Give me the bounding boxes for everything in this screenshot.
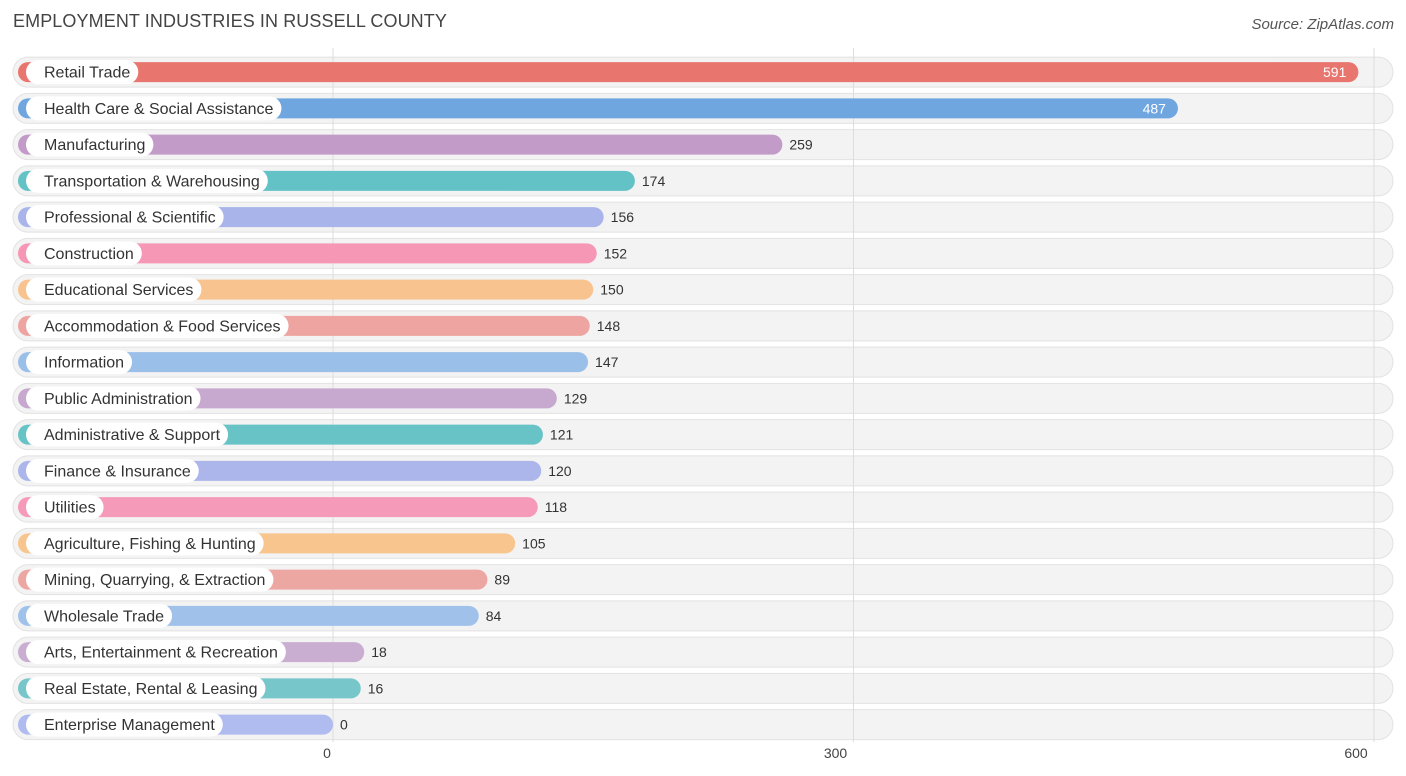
bar [18, 98, 1178, 119]
value-label: 16 [368, 680, 384, 696]
value-label: 129 [564, 390, 588, 406]
category-label: Information [44, 355, 124, 372]
source-note: Source: ZipAtlas.com [1251, 16, 1394, 33]
value-label: 174 [642, 173, 666, 189]
category-label: Finance & Insurance [44, 463, 191, 480]
category-label: Administrative & Support [44, 427, 221, 444]
label-pill [26, 386, 201, 411]
x-tick-label: 0 [323, 745, 331, 761]
category-label: Professional & Scientific [44, 210, 216, 227]
category-label: Retail Trade [44, 65, 130, 82]
value-label: 18 [371, 644, 387, 660]
category-label: Mining, Quarrying, & Extraction [44, 572, 265, 589]
value-label: 120 [548, 463, 572, 479]
chart-title: EMPLOYMENT INDUSTRIES IN RUSSELL COUNTY [13, 11, 447, 31]
value-label: 591 [1323, 64, 1347, 80]
category-label: Accommodation & Food Services [44, 318, 281, 335]
value-label: 156 [611, 209, 635, 225]
category-label: Public Administration [44, 391, 193, 408]
value-label: 89 [494, 572, 510, 588]
category-label: Real Estate, Rental & Leasing [44, 681, 257, 698]
category-label: Arts, Entertainment & Recreation [44, 645, 278, 662]
value-label: 84 [486, 608, 502, 624]
label-pill [26, 531, 264, 556]
label-pill [26, 168, 268, 193]
label-pill [26, 205, 224, 230]
value-label: 121 [550, 427, 574, 443]
category-label: Wholesale Trade [44, 608, 164, 625]
label-pill [26, 350, 133, 375]
category-label: Manufacturing [44, 137, 145, 154]
bar [18, 243, 597, 264]
category-label: Construction [44, 246, 134, 263]
label-pill [26, 458, 199, 483]
value-label: 148 [597, 318, 621, 334]
value-label: 487 [1143, 100, 1167, 116]
category-label: Transportation & Warehousing [44, 173, 260, 190]
bar [18, 497, 538, 518]
value-label: 150 [600, 282, 624, 298]
label-pill [26, 96, 282, 121]
label-pill [26, 313, 289, 338]
category-label: Utilities [44, 500, 96, 517]
label-pill [26, 676, 266, 701]
value-label: 152 [604, 245, 628, 261]
value-label: 105 [522, 535, 546, 551]
label-pill [26, 277, 202, 302]
category-label: Enterprise Management [44, 717, 215, 734]
x-tick-label: 300 [824, 745, 848, 761]
label-pill [26, 640, 286, 665]
row-background [12, 672, 1394, 704]
label-pill [26, 712, 223, 737]
label-pill [26, 60, 139, 85]
value-label: 118 [545, 499, 568, 515]
category-label: Agriculture, Fishing & Hunting [44, 536, 256, 553]
bar [18, 134, 783, 155]
bar [18, 62, 1359, 83]
value-label: 259 [789, 137, 813, 153]
category-label: Health Care & Social Assistance [44, 101, 274, 118]
category-label: Educational Services [44, 282, 193, 299]
label-pill [26, 495, 104, 520]
label-pill [26, 422, 229, 447]
label-pill [26, 567, 274, 592]
row-background [12, 709, 1394, 741]
x-tick-label: 600 [1344, 745, 1368, 761]
value-label: 0 [340, 717, 348, 733]
label-pill [26, 241, 142, 266]
value-label: 147 [595, 354, 619, 370]
bar [18, 352, 589, 373]
label-pill [26, 603, 173, 628]
label-pill [26, 132, 154, 157]
